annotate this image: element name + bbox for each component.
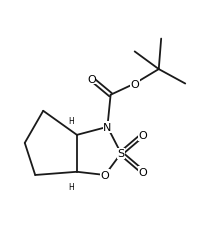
Text: H: H [68,116,74,125]
Text: O: O [138,167,147,177]
Text: O: O [87,74,96,84]
Text: O: O [130,79,139,89]
Text: H: H [68,182,74,191]
Text: O: O [101,170,109,180]
Text: N: N [103,122,112,132]
Text: S: S [117,149,125,159]
Text: O: O [138,130,147,140]
